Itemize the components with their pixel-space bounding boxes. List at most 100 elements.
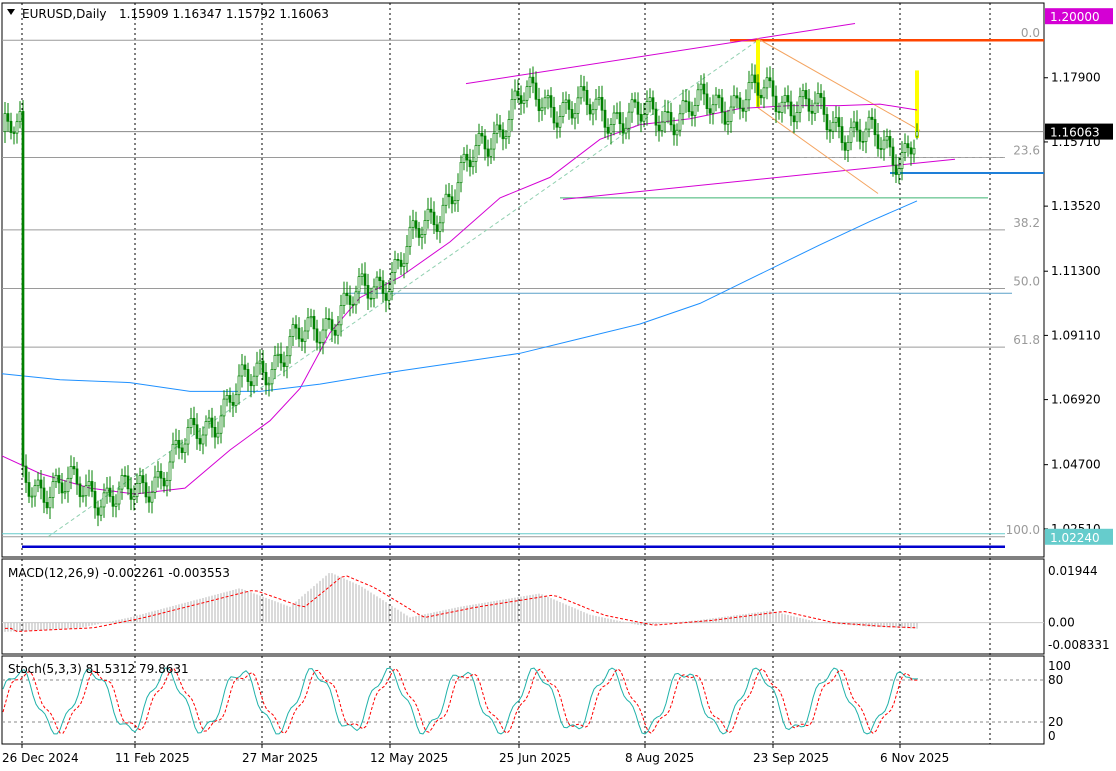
candle-body [159, 470, 163, 479]
candle-body [759, 94, 763, 99]
lower-trendline [562, 158, 956, 200]
candle-body [273, 355, 277, 370]
candle-body [807, 98, 811, 112]
candle-body [537, 98, 541, 112]
candle-body [204, 421, 208, 436]
candle-body [135, 482, 139, 498]
fib-level-label: 50.0 [1013, 275, 1040, 289]
upper-trendline [465, 23, 856, 85]
price-tick-label: 1.09110 [1051, 328, 1101, 342]
candle-body [669, 112, 673, 126]
candle-body [459, 162, 463, 184]
candle-body [12, 132, 16, 134]
candle-body [132, 496, 136, 500]
candle-body [363, 273, 367, 286]
candle-body [438, 222, 442, 232]
candle-body [219, 415, 223, 434]
candle-body [546, 95, 550, 99]
candle-body [174, 439, 178, 445]
candle-body [600, 97, 604, 111]
price-tick-label: 1.06920 [1051, 393, 1101, 407]
candle-body [96, 507, 100, 516]
candle-body [297, 327, 301, 340]
candle-body [258, 360, 262, 364]
candle-body [594, 98, 598, 111]
fib-level-label: 100.0 [1006, 523, 1040, 537]
candle-body [420, 234, 424, 238]
candle-body [423, 220, 427, 235]
candle-body [243, 364, 247, 370]
candle-body [90, 481, 94, 492]
candle-body [312, 316, 316, 330]
candle-body [207, 417, 211, 422]
candle-body [411, 220, 415, 228]
candle-body [879, 148, 883, 150]
candle-body [855, 121, 859, 131]
price-tick-label: 1.11300 [1051, 264, 1101, 278]
candle-body [279, 353, 283, 364]
candle-body [315, 328, 319, 343]
candle-body [168, 461, 172, 481]
candle-body [867, 116, 871, 130]
candle-body [354, 291, 358, 306]
candle-body [456, 182, 460, 201]
candle-body [39, 479, 43, 489]
candle-body [189, 417, 193, 428]
candle-body [408, 226, 412, 247]
time-axis: 26 Dec 2024 11 Feb 2025 27 Mar 2025 12 May … [2, 744, 949, 765]
candle-body [741, 107, 745, 112]
candle-body [699, 83, 703, 91]
candle-body [81, 495, 85, 498]
candle-body [351, 304, 355, 306]
candle-body [876, 134, 880, 149]
candle-body [810, 110, 814, 114]
candle-body [300, 338, 304, 342]
candle-body [864, 128, 868, 142]
candle-body [750, 74, 754, 83]
highlight-bar [915, 70, 919, 138]
candle-body [513, 90, 517, 100]
candle-body [429, 208, 433, 213]
candle-body [522, 99, 526, 104]
candle-body [231, 401, 235, 406]
candle-body [483, 135, 487, 150]
candle-body [549, 95, 553, 108]
candle-body [54, 474, 58, 483]
candle-body [66, 477, 70, 493]
candle-body [588, 104, 592, 115]
candle-body [858, 129, 862, 142]
time-tick-label: 12 May 2025 [370, 751, 448, 765]
candle-body [729, 106, 733, 122]
candle-body [606, 126, 610, 134]
price-tag-low-bg [1045, 528, 1113, 545]
candle-body [825, 114, 829, 131]
candle-body [15, 121, 19, 134]
candle-body [591, 109, 595, 115]
candle-body [678, 113, 682, 131]
highlight-bar [756, 40, 760, 108]
candle-body [444, 193, 448, 206]
candle-body [684, 100, 688, 103]
candle-body [372, 286, 376, 299]
candle-body [150, 492, 154, 503]
time-tick-label: 27 Mar 2025 [242, 751, 318, 765]
price-axis: 1.179001.157101.135201.113001.091101.069… [1044, 8, 1113, 743]
candle-body [93, 491, 97, 509]
candle-body [738, 97, 742, 109]
candle-body [405, 246, 409, 264]
candle-body [663, 111, 667, 123]
time-tick-label: 23 Sep 2025 [753, 751, 829, 765]
candle-body [912, 147, 916, 155]
time-tick-label: 26 Dec 2024 [2, 751, 79, 765]
candle-body [192, 417, 196, 426]
candle-body [162, 477, 166, 487]
candle-body [117, 488, 121, 505]
candle-body [426, 208, 430, 221]
candle-body [498, 124, 502, 131]
candle-body [495, 124, 499, 134]
candle-body [21, 111, 25, 467]
price-tick-label: 1.17900 [1051, 71, 1101, 85]
chart-menu-triangle-icon[interactable] [7, 9, 15, 15]
candle-body [570, 109, 574, 119]
